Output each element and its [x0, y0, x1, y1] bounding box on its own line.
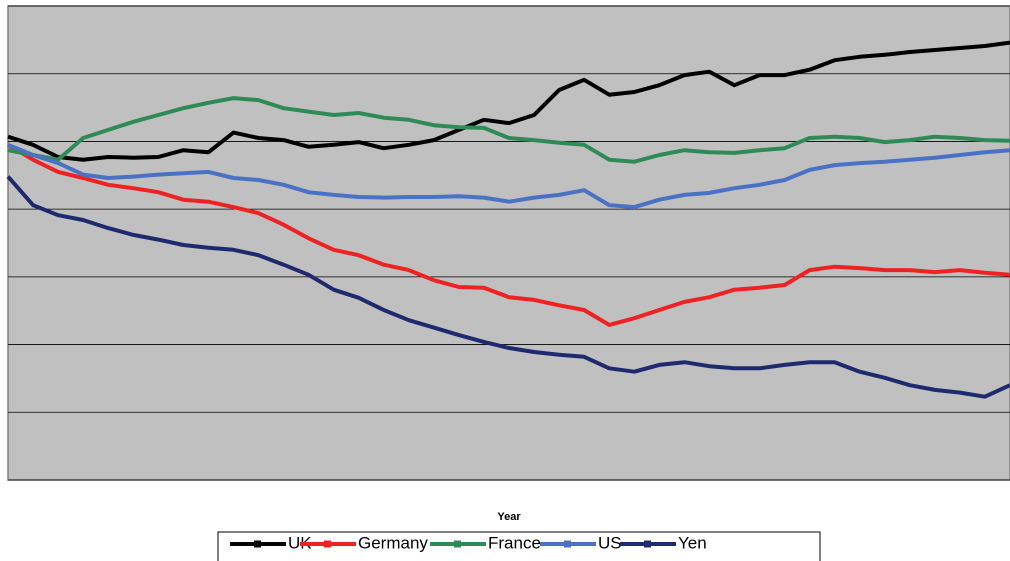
- series-line: [7, 96, 1010, 164]
- series-line: [7, 40, 1010, 162]
- legend-marker: [324, 540, 331, 548]
- legend-label: Yen: [678, 533, 707, 552]
- legend-label: US: [598, 533, 622, 552]
- series-line: [6, 175, 1010, 399]
- legend-marker: [564, 540, 571, 548]
- x-axis-label: Year: [497, 511, 521, 523]
- legend-marker: [454, 540, 461, 548]
- plot-area: [7, 5, 1010, 481]
- series-line: [6, 143, 1010, 327]
- legend-marker: [644, 540, 651, 548]
- legend-box: [217, 531, 821, 561]
- legend-label: Germany: [358, 533, 428, 552]
- legend-label: France: [488, 533, 541, 552]
- series-line: [7, 142, 1010, 210]
- legend-marker: [254, 540, 261, 548]
